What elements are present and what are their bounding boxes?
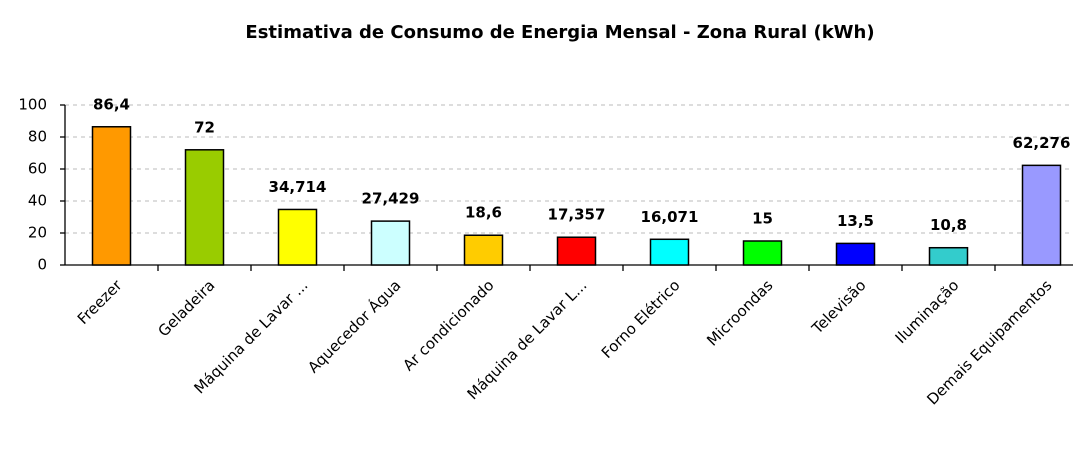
bar	[556, 236, 597, 266]
y-tick-label: 0	[37, 256, 47, 274]
bar	[742, 240, 783, 266]
value-label: 27,429	[362, 190, 420, 208]
value-label: 13,5	[837, 212, 874, 230]
value-label: 10,8	[930, 216, 967, 234]
bar	[835, 242, 876, 266]
value-label: 86,4	[93, 95, 130, 113]
value-label: 34,714	[269, 178, 327, 196]
x-tick-label: Iluminação	[892, 276, 963, 347]
y-tick-label: 40	[28, 192, 47, 210]
value-label: 15	[752, 210, 773, 228]
bar	[649, 238, 690, 266]
value-label: 62,276	[1013, 134, 1071, 152]
x-tick-label: Microondas	[703, 276, 776, 349]
value-label: 72	[194, 118, 215, 136]
x-tick-label: Ar condicionado	[399, 276, 497, 374]
x-tick-label: Forno Elétrico	[598, 276, 684, 362]
x-tick-label: Freezer	[74, 276, 126, 328]
x-tick-label: Televisão	[808, 276, 870, 338]
bar	[277, 208, 318, 266]
bar	[463, 234, 504, 266]
bar	[928, 246, 969, 266]
value-label: 18,6	[465, 204, 502, 222]
x-tick-label: Aquecedor Água	[303, 276, 404, 377]
value-label: 16,071	[641, 208, 699, 226]
bar	[184, 149, 225, 266]
y-tick-label: 60	[28, 160, 47, 178]
bar	[370, 220, 411, 266]
y-tick-label: 100	[18, 96, 47, 114]
y-tick-label: 80	[28, 128, 47, 146]
x-tick-label: Geladeira	[155, 276, 219, 340]
chart-title: Estimativa de Consumo de Energia Mensal …	[245, 22, 874, 43]
value-label: 17,357	[548, 206, 606, 224]
y-tick-label: 20	[28, 224, 47, 242]
bar	[1021, 164, 1062, 266]
bar	[91, 126, 132, 266]
